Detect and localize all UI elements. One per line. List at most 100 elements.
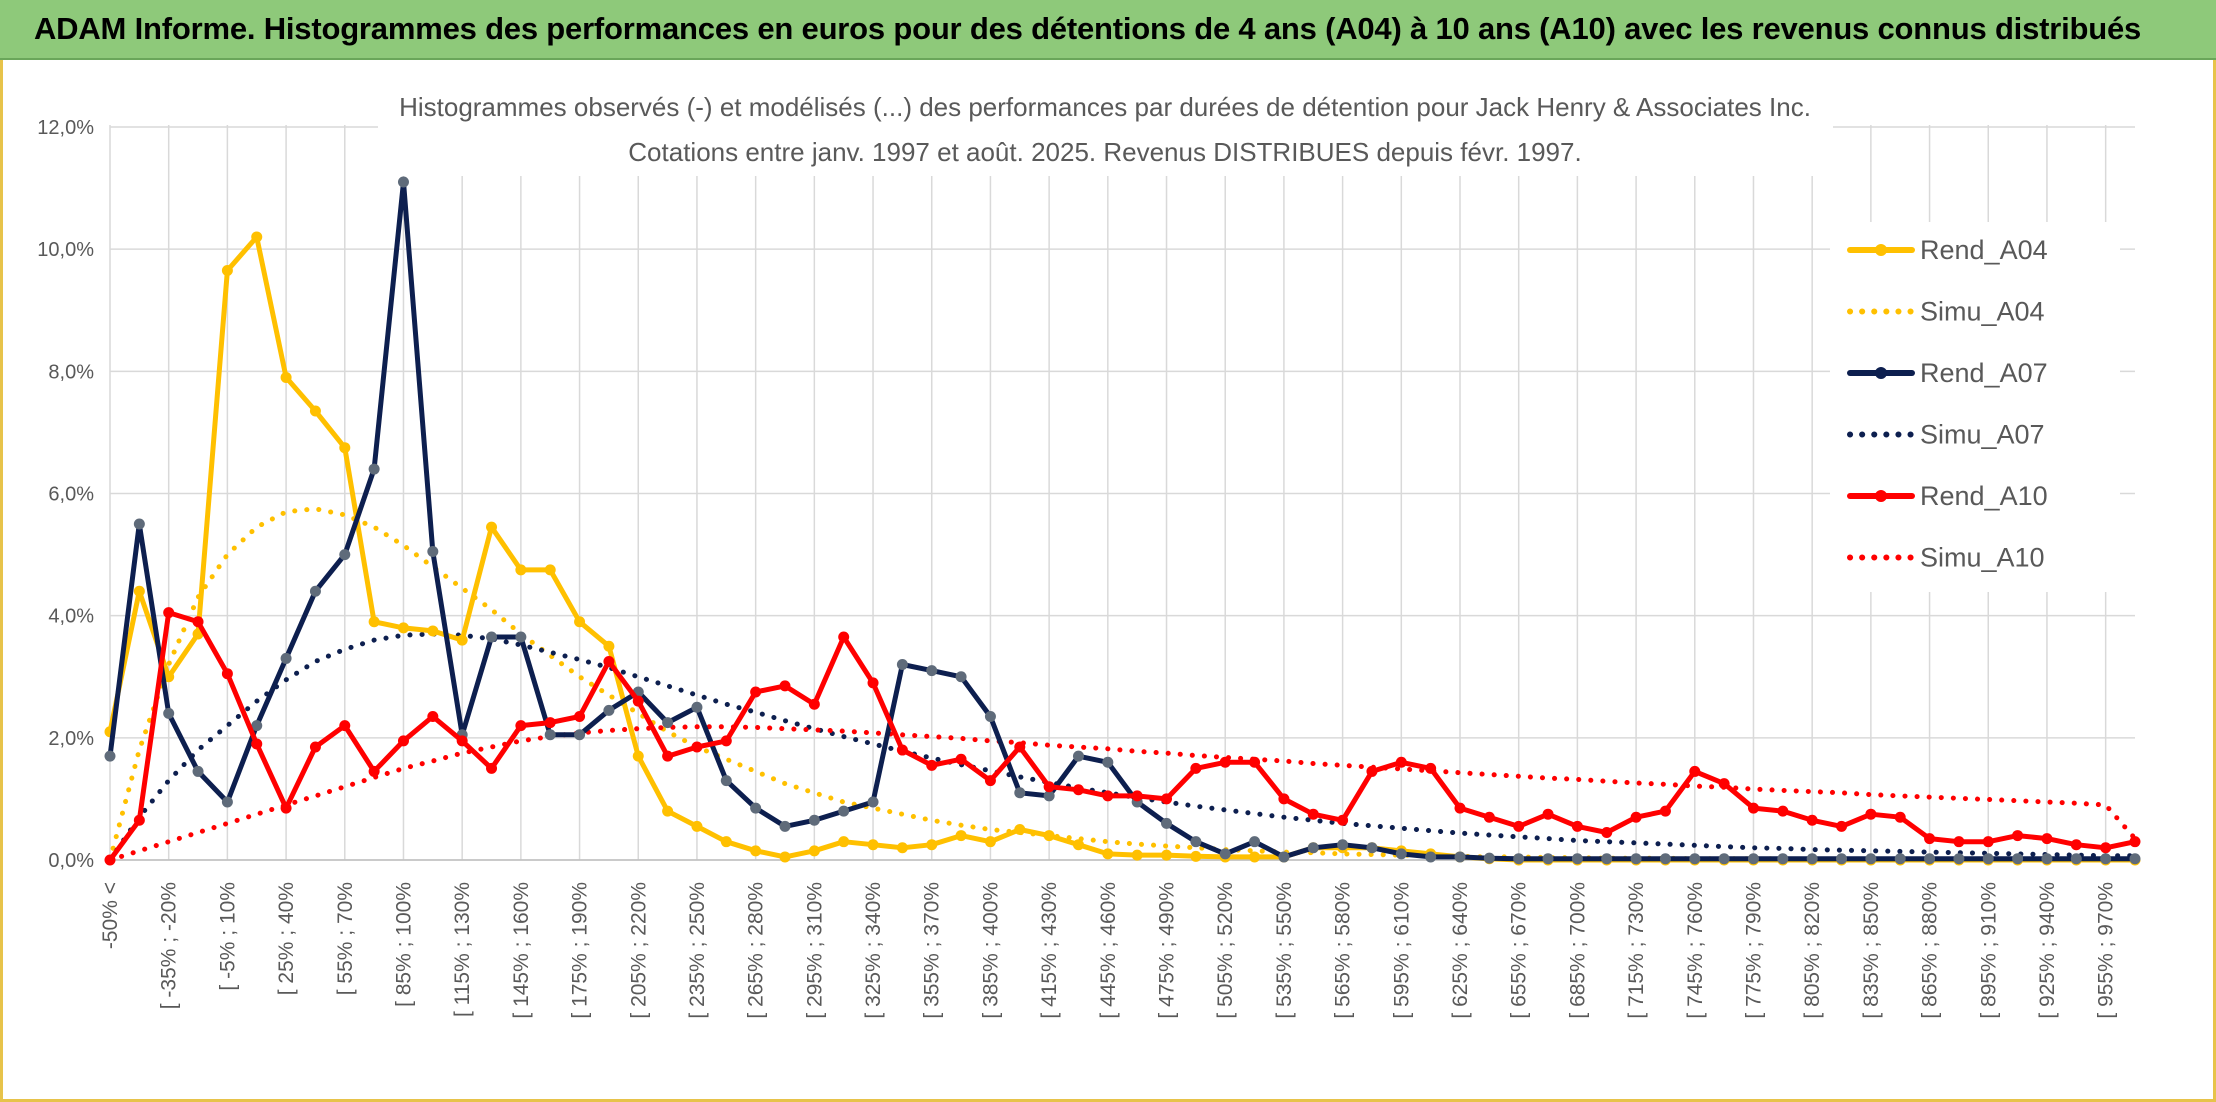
x-axis: -50% < [ -35% ; -20% [ -5% ; 10% [ 25% ; 40… bbox=[99, 859, 2135, 1019]
legend-marker bbox=[1875, 367, 1887, 379]
data-point bbox=[515, 564, 527, 576]
data-point bbox=[1131, 849, 1143, 861]
data-point bbox=[251, 231, 263, 243]
data-point bbox=[926, 839, 938, 851]
x-tick-label: [ 115% ; 130% bbox=[451, 882, 474, 1017]
data-point bbox=[1630, 811, 1642, 823]
data-point bbox=[1718, 853, 1730, 865]
legend-label: Rend_A04 bbox=[1920, 235, 2048, 265]
data-point bbox=[1102, 790, 1114, 802]
x-tick-label: [ 805% ; 820% bbox=[1801, 882, 1824, 1019]
data-point bbox=[1190, 850, 1202, 862]
data-point bbox=[368, 616, 380, 628]
data-point bbox=[1806, 853, 1818, 865]
data-point bbox=[1894, 853, 1906, 865]
data-point bbox=[1689, 853, 1701, 865]
chart-subtitle: Cotations entre janv. 1997 et août. 2025… bbox=[628, 137, 1581, 167]
data-point bbox=[896, 744, 908, 756]
data-point bbox=[1806, 814, 1818, 826]
data-point bbox=[221, 265, 233, 277]
y-tick-label: 12,0% bbox=[37, 117, 94, 139]
data-point bbox=[2129, 836, 2141, 848]
data-point bbox=[1982, 853, 1994, 865]
x-tick-label: [ 925% ; 940% bbox=[2036, 882, 2059, 1019]
legend-marker bbox=[1875, 244, 1887, 256]
x-tick-label: [ 955% ; 970% bbox=[2095, 882, 2118, 1019]
data-point bbox=[720, 836, 732, 848]
data-point bbox=[1542, 808, 1554, 820]
data-point bbox=[955, 753, 967, 765]
data-point bbox=[926, 759, 938, 771]
data-point bbox=[427, 625, 439, 637]
data-point bbox=[251, 720, 263, 732]
data-point bbox=[280, 652, 292, 664]
data-point bbox=[867, 677, 879, 689]
data-point bbox=[1894, 811, 1906, 823]
data-point bbox=[1659, 805, 1671, 817]
data-point bbox=[1131, 790, 1143, 802]
x-tick-label: [ 475% ; 490% bbox=[1156, 882, 1179, 1019]
series-line-rend-a10 bbox=[107, 610, 2138, 863]
chart-title: Histogrammes observés (-) et modélisés (… bbox=[399, 92, 1811, 122]
data-point bbox=[691, 820, 703, 832]
y-tick-label: 10,0% bbox=[37, 239, 94, 261]
data-point bbox=[2012, 853, 2024, 865]
x-tick-label: [ 265% ; 280% bbox=[745, 882, 768, 1019]
data-point bbox=[1102, 756, 1114, 768]
y-tick-label: 4,0% bbox=[48, 606, 94, 628]
data-point bbox=[1072, 839, 1084, 851]
data-point bbox=[1395, 848, 1407, 860]
data-point bbox=[808, 814, 820, 826]
data-point bbox=[1747, 802, 1759, 814]
data-point bbox=[896, 842, 908, 854]
x-tick-label: [ 655% ; 670% bbox=[1508, 882, 1531, 1019]
data-point bbox=[1513, 820, 1525, 832]
data-point bbox=[1747, 853, 1759, 865]
data-point bbox=[163, 607, 175, 619]
data-point bbox=[1307, 808, 1319, 820]
data-point bbox=[1161, 817, 1173, 829]
data-point bbox=[1337, 839, 1349, 851]
data-point bbox=[368, 765, 380, 777]
x-tick-label: [ 325% ; 340% bbox=[862, 882, 885, 1019]
data-point bbox=[133, 814, 145, 826]
x-tick-label: [ 505% ; 520% bbox=[1214, 882, 1237, 1019]
x-tick-label: [ 715% ; 730% bbox=[1625, 882, 1648, 1019]
data-point bbox=[1366, 765, 1378, 777]
data-point bbox=[867, 796, 879, 808]
data-point bbox=[2041, 853, 2053, 865]
data-point bbox=[1043, 830, 1055, 842]
data-point bbox=[280, 371, 292, 383]
data-point bbox=[1689, 765, 1701, 777]
x-tick-label: [ -5% ; 10% bbox=[216, 882, 239, 991]
data-point bbox=[309, 405, 321, 417]
data-point bbox=[1454, 802, 1466, 814]
data-point bbox=[2070, 839, 2082, 851]
data-point bbox=[691, 741, 703, 753]
data-point bbox=[427, 710, 439, 722]
data-point bbox=[1249, 836, 1261, 848]
x-tick-label: -50% < bbox=[99, 882, 122, 949]
data-point bbox=[486, 521, 498, 533]
data-point bbox=[1601, 853, 1613, 865]
data-point bbox=[1014, 787, 1026, 799]
data-point bbox=[574, 616, 586, 628]
data-point bbox=[1571, 820, 1583, 832]
data-point bbox=[544, 717, 556, 729]
y-tick-label: 2,0% bbox=[48, 728, 94, 750]
data-point bbox=[662, 805, 674, 817]
data-point bbox=[926, 665, 938, 677]
data-point bbox=[339, 720, 351, 732]
data-point bbox=[750, 686, 762, 698]
data-point bbox=[1601, 827, 1613, 839]
data-point bbox=[1718, 778, 1730, 790]
x-tick-label: [ 145% ; 160% bbox=[510, 882, 533, 1019]
data-point bbox=[720, 735, 732, 747]
data-point bbox=[1366, 842, 1378, 854]
data-point bbox=[603, 640, 615, 652]
series-line-simu-a04 bbox=[107, 506, 2138, 863]
data-point bbox=[1219, 756, 1231, 768]
data-point bbox=[1249, 756, 1261, 768]
data-point bbox=[309, 741, 321, 753]
data-point bbox=[515, 631, 527, 643]
